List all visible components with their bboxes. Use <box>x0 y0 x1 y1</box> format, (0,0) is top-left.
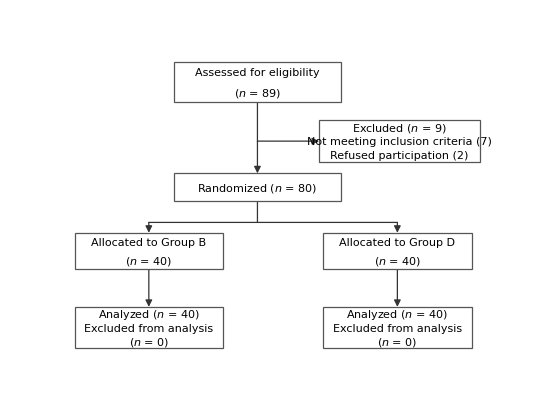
FancyBboxPatch shape <box>174 63 341 103</box>
FancyBboxPatch shape <box>319 121 480 162</box>
Text: Not meeting inclusion criteria (7): Not meeting inclusion criteria (7) <box>307 137 492 147</box>
Text: ($n$ = 0): ($n$ = 0) <box>129 335 169 348</box>
Text: Excluded from analysis: Excluded from analysis <box>333 323 462 333</box>
FancyBboxPatch shape <box>323 307 472 349</box>
Text: ($n$ = 40): ($n$ = 40) <box>125 254 172 267</box>
Text: ($n$ = 89): ($n$ = 89) <box>234 86 281 100</box>
Text: Randomized ($n$ = 80): Randomized ($n$ = 80) <box>197 181 317 195</box>
Text: Allocated to Group D: Allocated to Group D <box>340 237 455 247</box>
FancyBboxPatch shape <box>75 233 223 270</box>
FancyBboxPatch shape <box>75 307 223 349</box>
Text: ($n$ = 40): ($n$ = 40) <box>374 254 421 267</box>
Text: Assessed for eligibility: Assessed for eligibility <box>195 68 320 78</box>
FancyBboxPatch shape <box>174 174 341 202</box>
Text: Refused participation (2): Refused participation (2) <box>330 151 468 161</box>
Text: Analyzed ($n$ = 40): Analyzed ($n$ = 40) <box>347 307 448 321</box>
Text: Excluded ($n$ = 9): Excluded ($n$ = 9) <box>352 121 447 135</box>
Text: ($n$ = 0): ($n$ = 0) <box>377 335 418 348</box>
FancyBboxPatch shape <box>323 233 472 270</box>
Text: Analyzed ($n$ = 40): Analyzed ($n$ = 40) <box>98 307 200 321</box>
Text: Allocated to Group B: Allocated to Group B <box>91 237 206 247</box>
Text: Excluded from analysis: Excluded from analysis <box>84 323 213 333</box>
